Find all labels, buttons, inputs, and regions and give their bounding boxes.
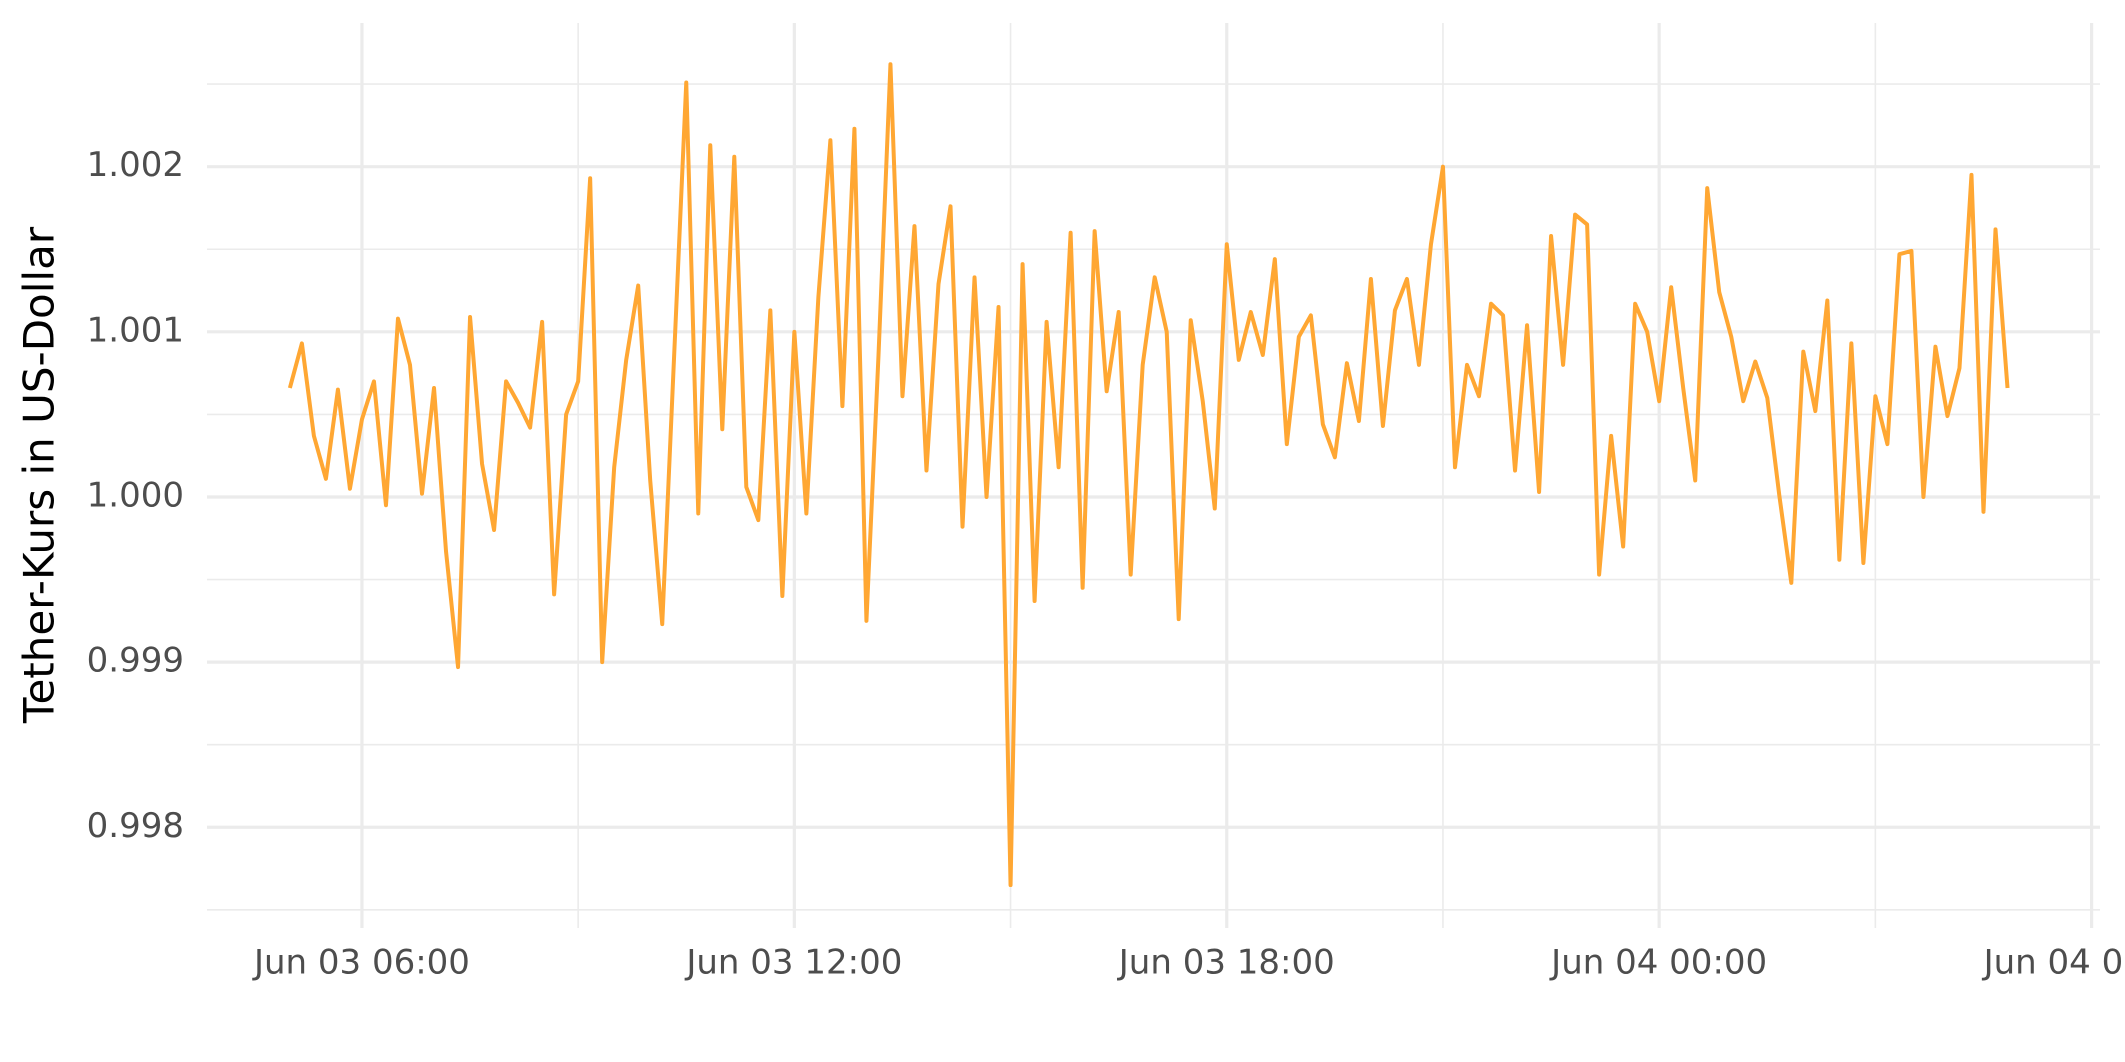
y-axis-label: Tether-Kurs in US-Dollar <box>15 226 64 724</box>
x-tick-label: Jun 04 06:00 <box>1982 943 2125 983</box>
x-tick-label: Jun 04 00:00 <box>1549 943 1767 983</box>
x-tick-label: Jun 03 12:00 <box>684 943 902 983</box>
y-tick-label: 0.998 <box>87 806 184 846</box>
y-tick-label: 1.000 <box>87 475 184 515</box>
y-tick-label: 1.002 <box>87 145 184 185</box>
x-tick-label: Jun 03 18:00 <box>1117 943 1335 983</box>
x-tick-label: Jun 03 06:00 <box>252 943 470 983</box>
y-tick-label: 1.001 <box>87 310 184 350</box>
y-tick-label: 0.999 <box>87 641 184 681</box>
line <box>287 62 2010 888</box>
